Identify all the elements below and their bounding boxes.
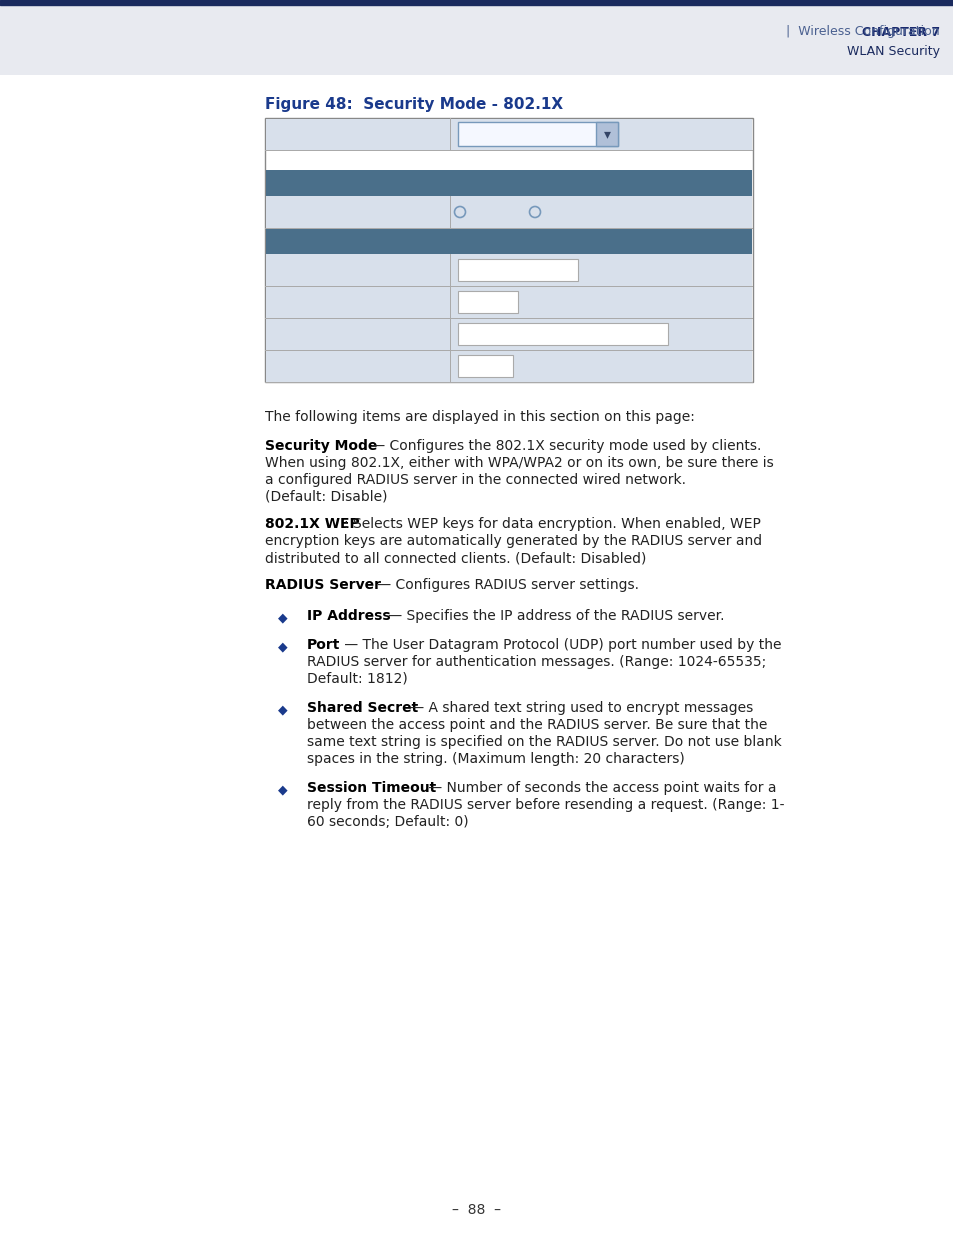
Text: ◆: ◆ [278, 703, 288, 716]
Text: |  Wireless Configuration: | Wireless Configuration [750, 26, 939, 38]
Bar [457, 324, 667, 345]
Bar [266, 228, 751, 254]
Bar [450, 287, 451, 317]
Text: ◆: ◆ [278, 611, 288, 624]
Text: CHAPTER 7: CHAPTER 7 [861, 26, 939, 38]
Bar [450, 350, 451, 382]
Bar [457, 259, 578, 282]
Text: Disable: Disable [469, 205, 515, 219]
Text: IP Address: IP Address [307, 609, 390, 622]
Text: — Configures the 802.1X security mode used by clients.: — Configures the 802.1X security mode us… [367, 438, 760, 453]
Bar [266, 350, 751, 382]
Text: 0: 0 [462, 359, 471, 373]
Bar [266, 196, 751, 228]
Text: WEP: WEP [274, 205, 302, 219]
Text: Session Timeout: Session Timeout [274, 359, 377, 373]
Text: — Number of seconds the access point waits for a: — Number of seconds the access point wai… [423, 781, 776, 795]
Bar [457, 354, 513, 377]
Bar [450, 196, 451, 228]
Text: encryption keys are automatically generated by the RADIUS server and: encryption keys are automatically genera… [265, 534, 761, 548]
Text: same text string is specified on the RADIUS server. Do not use blank: same text string is specified on the RAD… [307, 735, 781, 748]
Text: IP Address: IP Address [274, 263, 339, 277]
Text: 802.1X: 802.1X [463, 127, 508, 141]
Text: 802.1x WEP: 802.1x WEP [274, 177, 358, 189]
Text: –  88  –: – 88 – [452, 1203, 501, 1216]
Text: ◆: ◆ [278, 640, 288, 653]
Text: ▾: ▾ [603, 127, 610, 141]
Text: between the access point and the RADIUS server. Be sure that the: between the access point and the RADIUS … [307, 718, 766, 732]
Text: Shared Secret: Shared Secret [274, 327, 363, 341]
Text: RADIUS Server: RADIUS Server [265, 578, 380, 592]
Bar [265, 119, 752, 382]
Text: 802.1X WEP: 802.1X WEP [265, 517, 359, 531]
Text: : Selects WEP keys for data encryption. When enabled, WEP: : Selects WEP keys for data encryption. … [344, 517, 760, 531]
Text: distributed to all connected clients. (Default: Disabled): distributed to all connected clients. (D… [265, 551, 646, 564]
Text: 60 seconds; Default: 0): 60 seconds; Default: 0) [307, 815, 468, 829]
Bar [266, 170, 751, 196]
Text: Security Mode: Security Mode [274, 127, 364, 141]
Text: (Default: Disable): (Default: Disable) [265, 490, 387, 504]
Bar [0, 0, 953, 5]
Text: Port: Port [274, 295, 299, 309]
Text: Port: Port [307, 638, 340, 652]
Bar [457, 291, 517, 312]
Bar [266, 254, 751, 287]
Text: — Configures RADIUS server settings.: — Configures RADIUS server settings. [373, 578, 639, 592]
Text: When using 802.1X, either with WPA/WPA2 or on its own, be sure there is: When using 802.1X, either with WPA/WPA2 … [265, 456, 773, 471]
Text: spaces in the string. (Maximum length: 20 characters): spaces in the string. (Maximum length: 2… [307, 752, 684, 766]
Text: RADIUS server for authentication messages. (Range: 1024-65535;: RADIUS server for authentication message… [307, 655, 765, 669]
Text: 1812: 1812 [462, 295, 494, 309]
Bar [596, 122, 618, 146]
Text: a configured RADIUS server in the connected wired network.: a configured RADIUS server in the connec… [265, 473, 685, 487]
Bar [450, 317, 451, 350]
Text: reply from the RADIUS server before resending a request. (Range: 1-: reply from the RADIUS server before rese… [307, 798, 783, 811]
Text: ◆: ◆ [278, 783, 288, 797]
Text: The following items are displayed in this section on this page:: The following items are displayed in thi… [265, 410, 694, 424]
Text: Radius Server: Radius Server [274, 235, 373, 247]
Bar [450, 254, 451, 287]
Bar [457, 122, 618, 146]
Text: Figure 48:  Security Mode - 802.1X: Figure 48: Security Mode - 802.1X [265, 96, 562, 111]
Text: WLAN Security: WLAN Security [846, 46, 939, 58]
Text: — Specifies the IP address of the RADIUS server.: — Specifies the IP address of the RADIUS… [384, 609, 723, 622]
Text: Default: 1812): Default: 1812) [307, 672, 407, 685]
Text: — The User Datagram Protocol (UDP) port number used by the: — The User Datagram Protocol (UDP) port … [339, 638, 781, 652]
Bar [0, 5, 953, 75]
Text: — A shared text string used to encrypt messages: — A shared text string used to encrypt m… [406, 701, 753, 715]
Bar [450, 119, 451, 149]
Text: Session Timeout: Session Timeout [307, 781, 436, 795]
Bar [266, 287, 751, 317]
Bar [266, 317, 751, 350]
Text: Shared Secret: Shared Secret [307, 701, 417, 715]
Bar [266, 119, 751, 149]
Text: Security Mode: Security Mode [265, 438, 377, 453]
Text: Enable: Enable [543, 205, 586, 219]
